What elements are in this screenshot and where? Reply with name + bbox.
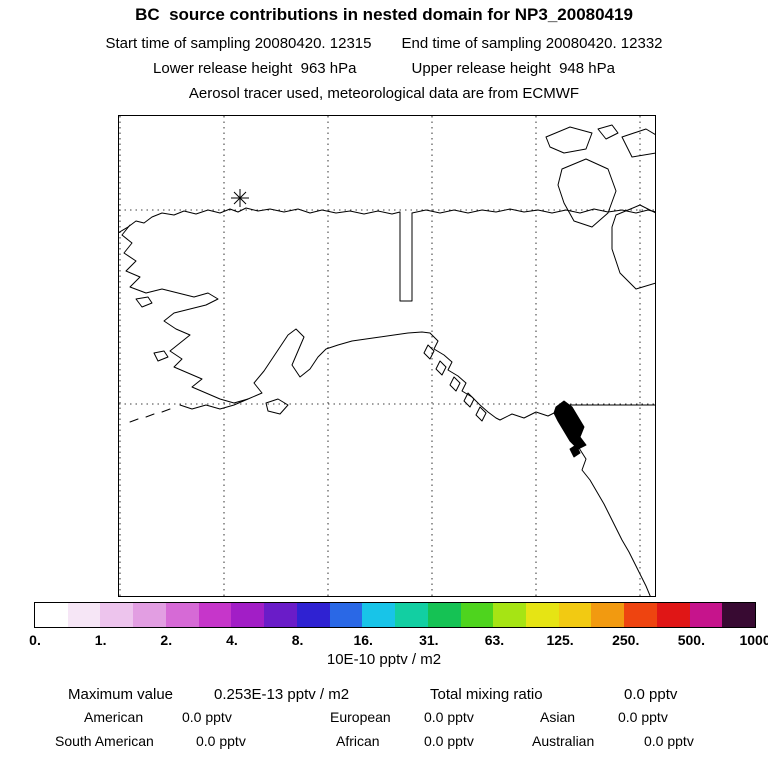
plot-title: BC source contributions in nested domain… [135, 5, 633, 24]
colorbar-segment [591, 603, 625, 627]
colorbar-segment [526, 603, 559, 627]
lower-release-height: Lower release height 963 hPa [153, 60, 357, 77]
map-grid [119, 116, 655, 596]
colorbar-tick-label: 4. [226, 632, 238, 648]
total-mixing-ratio-label: Total mixing ratio [430, 686, 543, 703]
region-asian-value: 0.0 pptv [618, 709, 668, 725]
source-location-marker [231, 189, 249, 207]
colorbar-tick-label: 2. [160, 632, 173, 648]
colorbar-segment [689, 603, 723, 627]
colorbar-segment [67, 603, 101, 627]
colorbar-segment [624, 603, 657, 627]
region-south-american-label: South American [55, 733, 154, 749]
colorbar-tick-label: 125. [546, 632, 574, 648]
colorbar-segment [329, 603, 363, 627]
coastlines [118, 124, 656, 597]
arctic-islands [545, 124, 656, 290]
colorbar-segment [558, 603, 592, 627]
map-panel [118, 115, 656, 597]
release-heights-line: Lower release height 963 hPa Upper relea… [0, 60, 768, 77]
colorbar-segment [395, 603, 428, 627]
map-canvas [118, 115, 656, 597]
colorbar-segment [264, 603, 297, 627]
colorbar-ticks: 0. 1. 2. 4. 8. 16. 31. 63. 125. 250. 500. 1000. [29, 632, 768, 648]
boundary-line [399, 211, 413, 302]
kodiak-island [265, 398, 289, 415]
colorbar-segment [427, 603, 461, 627]
colorbar-segment [362, 603, 396, 627]
colorbar-unit-label: 10E-10 pptv / m2 [326, 651, 442, 668]
maximum-value-label: Maximum value [68, 686, 174, 703]
map-frame [118, 115, 656, 597]
colorbar-segment [460, 603, 494, 627]
sampling-end-time: End time of sampling 20080420. 12332 [401, 35, 663, 52]
st-lawrence-island [135, 296, 153, 308]
colorbar-tick-label: 16. [353, 632, 373, 648]
total-mixing-ratio-value: 0.0 pptv [624, 686, 678, 703]
colorbar-tick-label: 250. [612, 632, 640, 648]
region-asian-label: Asian [540, 709, 576, 725]
sampling-times-line: Start time of sampling 20080420. 12315 E… [0, 35, 768, 52]
region-australian-value: 0.0 pptv [644, 733, 694, 749]
colorbar [34, 602, 756, 628]
colorbar-tick-label: 0. [29, 632, 41, 648]
vancouver-island [553, 400, 587, 458]
colorbar-tick-label: 8. [291, 632, 304, 648]
colorbar-tick-label: 1000. [739, 632, 768, 648]
colorbar-tick-label: 1. [94, 632, 107, 648]
colorbar-tick-label: 63. [484, 632, 505, 648]
upper-release-height: Upper release height 948 hPa [411, 60, 615, 77]
region-australian-label: Australian [532, 733, 595, 749]
nunivak-island [153, 350, 169, 362]
colorbar-segment [656, 603, 690, 627]
region-south-american-value: 0.0 pptv [196, 733, 246, 749]
region-african-label: African [336, 733, 380, 749]
maximum-value: 0.253E-13 pptv / m2 [214, 686, 350, 703]
region-african-value: 0.0 pptv [424, 733, 474, 749]
colorbar-segment [493, 603, 527, 627]
colorbar-tick-label: 500. [677, 632, 705, 648]
region-american-value: 0.0 pptv [182, 709, 232, 725]
colorbar-segment [165, 603, 199, 627]
colorbar-tick-label: 31. [419, 632, 439, 648]
region-european-label: European [330, 709, 391, 725]
colorbar-segment [100, 603, 134, 627]
sampling-start-time: Start time of sampling 20080420. 12315 [105, 35, 372, 52]
colorbar-segment [133, 603, 166, 627]
colorbar-segment [296, 603, 330, 627]
colorbar-segment [35, 603, 68, 627]
region-european-value: 0.0 pptv [424, 709, 474, 725]
region-american-label: American [84, 709, 144, 725]
colorbar-segment [722, 603, 756, 627]
colorbar-segment [231, 603, 265, 627]
tracer-info: Aerosol tracer used, meteorological data… [188, 85, 580, 102]
colorbar-segment [198, 603, 232, 627]
panhandle-islands [423, 344, 487, 422]
